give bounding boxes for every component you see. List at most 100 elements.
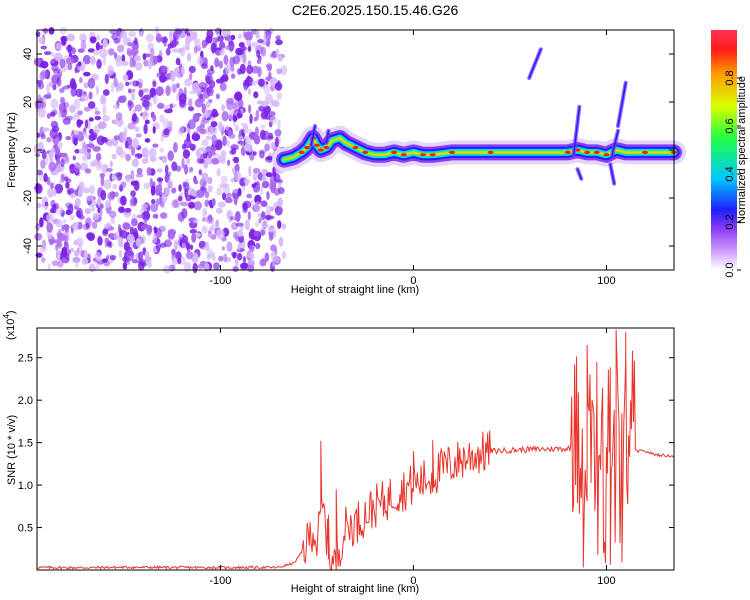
- spectrogram-noise-region: [33, 25, 288, 274]
- noise-blob: [171, 248, 176, 256]
- noise-blob: [192, 31, 198, 40]
- noise-blob: [155, 243, 162, 251]
- noise-blob: [44, 201, 49, 207]
- noise-blob: [149, 203, 159, 212]
- noise-blob: [248, 165, 252, 177]
- noise-blob: [202, 217, 206, 222]
- noise-blob: [89, 161, 96, 168]
- noise-blob: [189, 167, 193, 172]
- noise-blob: [253, 134, 261, 145]
- noise-blob: [41, 150, 47, 160]
- noise-blob: [152, 126, 156, 134]
- noise-blob: [207, 151, 213, 159]
- noise-blob: [46, 113, 51, 119]
- noise-blob: [266, 215, 275, 220]
- noise-blob: [102, 258, 108, 263]
- noise-blob: [185, 157, 191, 165]
- noise-blob: [199, 158, 205, 164]
- noise-blob: [156, 177, 164, 183]
- noise-blob: [149, 48, 155, 57]
- noise-blob: [62, 85, 70, 90]
- noise-blob: [163, 239, 173, 248]
- noise-blob: [139, 31, 143, 37]
- noise-blob: [202, 112, 211, 118]
- noise-blob: [253, 201, 262, 213]
- noise-blob: [43, 173, 48, 183]
- trace-peak: [603, 153, 610, 157]
- noise-blob: [246, 251, 255, 259]
- noise-blob: [36, 169, 43, 176]
- noise-blob: [271, 257, 276, 268]
- noise-blob: [120, 181, 127, 189]
- noise-blob: [183, 138, 192, 149]
- noise-blob: [144, 150, 149, 161]
- noise-blob: [207, 233, 212, 238]
- noise-blob: [260, 185, 264, 196]
- noise-blob: [260, 200, 268, 207]
- noise-blob: [96, 263, 100, 270]
- noise-blob: [188, 201, 195, 209]
- noise-blob: [192, 262, 198, 274]
- noise-blob: [104, 237, 110, 243]
- noise-blob: [40, 60, 49, 69]
- noise-blob: [189, 143, 196, 151]
- noise-blob: [129, 226, 134, 235]
- noise-blob: [220, 156, 225, 162]
- noise-blob: [275, 136, 279, 148]
- noise-blob: [51, 260, 60, 267]
- noise-blob: [232, 55, 240, 65]
- colorbar-tick-label: 0.2: [724, 214, 736, 229]
- noise-blob: [160, 65, 168, 73]
- noise-blob: [227, 129, 232, 137]
- noise-blob: [215, 207, 223, 214]
- noise-blob: [173, 142, 178, 153]
- colorbar-gradient: [711, 30, 737, 270]
- noise-blob: [212, 262, 220, 271]
- trace-peak: [304, 146, 311, 150]
- noise-blob: [66, 33, 75, 42]
- noise-blob: [196, 264, 205, 269]
- y-tick-label: 1.5: [18, 438, 33, 450]
- noise-blob: [39, 217, 44, 228]
- snr-y-ticks: 0.5 1.0 1.5 2.0 2.5: [18, 353, 674, 535]
- noise-blob: [128, 30, 137, 38]
- noise-blob: [60, 158, 65, 168]
- noise-blob: [137, 214, 144, 219]
- noise-blob: [57, 111, 62, 119]
- noise-blob: [75, 88, 83, 98]
- noise-blob: [264, 252, 270, 262]
- noise-blob: [259, 150, 265, 159]
- noise-blob: [42, 96, 47, 103]
- noise-blob: [184, 164, 188, 175]
- colorbar: 0.0 0.2 0.4 0.6 0.8 Normalized spectral ampl…: [711, 30, 748, 278]
- noise-blob: [90, 205, 96, 212]
- noise-blob: [238, 135, 244, 141]
- noise-blob: [134, 126, 140, 132]
- noise-blob: [223, 253, 228, 263]
- trace-peak: [400, 153, 407, 157]
- noise-blob: [92, 49, 100, 56]
- noise-blob: [181, 65, 185, 76]
- noise-blob: [217, 35, 224, 42]
- noise-blob: [73, 162, 81, 173]
- x-tick-label: -100: [209, 275, 231, 287]
- y-tick-label: 2.0: [18, 395, 33, 407]
- noise-blob: [221, 104, 226, 112]
- noise-blob: [67, 62, 73, 71]
- noise-blob: [54, 202, 59, 210]
- noise-blob: [46, 213, 54, 222]
- noise-blob: [244, 135, 252, 146]
- noise-blob: [246, 264, 255, 272]
- noise-blob: [46, 222, 54, 233]
- noise-blob: [74, 66, 78, 74]
- noise-blob: [46, 176, 51, 186]
- noise-blob: [159, 147, 165, 153]
- noise-blob: [95, 41, 100, 51]
- y-tick-label: 2.5: [18, 353, 33, 365]
- noise-blob: [77, 48, 84, 53]
- noise-blob: [234, 258, 239, 267]
- noise-blob: [37, 94, 42, 101]
- noise-blob: [91, 221, 98, 229]
- noise-blob: [198, 169, 202, 176]
